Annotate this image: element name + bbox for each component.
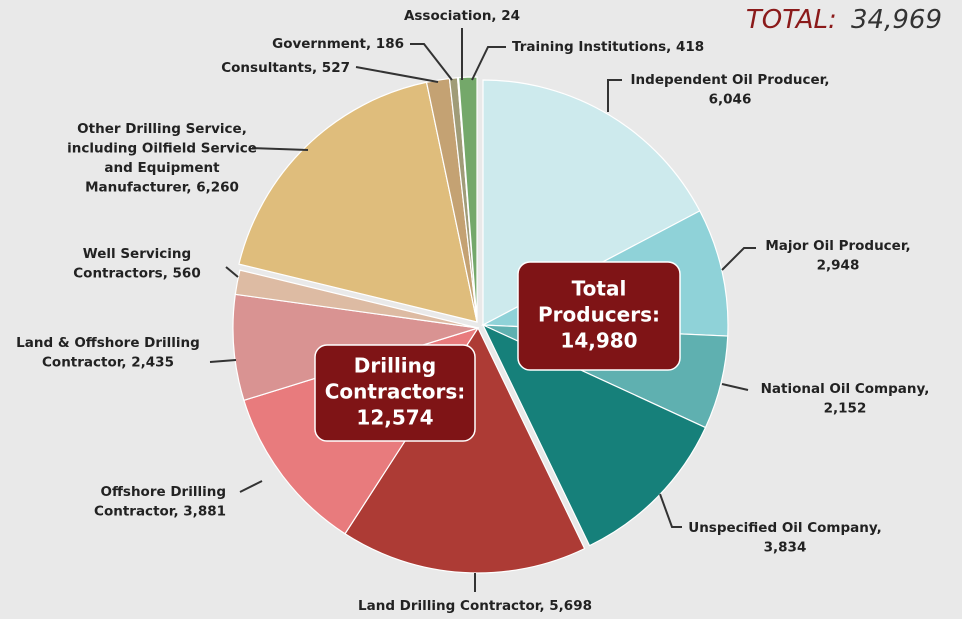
leader-line xyxy=(239,480,263,493)
group-label: Contractors: xyxy=(325,380,466,404)
group-label: Drilling xyxy=(354,354,436,378)
pie-slice xyxy=(344,326,586,574)
group-value: 12,574 xyxy=(356,406,433,430)
pie-slice xyxy=(481,323,707,547)
leader-line xyxy=(410,43,453,81)
slice-label: Contractors, 560 xyxy=(73,266,200,282)
leader-line xyxy=(355,66,439,83)
leader-line xyxy=(471,46,506,81)
group-box xyxy=(314,344,476,442)
leader-line xyxy=(659,493,682,528)
group-label: Producers: xyxy=(538,303,660,327)
total-label: TOTAL: xyxy=(746,5,837,35)
slice-label: Land & Offshore Drilling xyxy=(16,335,200,351)
slice-label: National Oil Company, xyxy=(761,381,930,397)
slice-label: Unspecified Oil Company, xyxy=(688,520,882,536)
slice-label: 2,152 xyxy=(824,401,867,417)
total-value: 34,969 xyxy=(851,5,942,35)
group-label: Total xyxy=(572,277,627,301)
leader-line xyxy=(209,359,237,363)
slice-label: Other Drilling Service, xyxy=(77,121,247,137)
slice-label: Independent Oil Producer, xyxy=(631,72,830,88)
slice-label: and Equipment xyxy=(104,160,220,176)
pie-slice xyxy=(234,269,479,329)
slice-label: Consultants, 527 xyxy=(221,60,350,76)
slice-label: Contractor, 3,881 xyxy=(94,504,226,520)
slice-label: 3,834 xyxy=(764,540,807,556)
group-box xyxy=(517,261,681,371)
slice-label: Government, 186 xyxy=(272,36,404,52)
slice-label: Association, 24 xyxy=(404,8,520,24)
slice-label: Training Institutions, 418 xyxy=(512,39,704,55)
total: TOTAL: 34,969 xyxy=(746,5,942,35)
group-value: 14,980 xyxy=(560,329,637,353)
slice-label: 6,046 xyxy=(709,92,752,108)
leader-line xyxy=(225,266,239,278)
leader-line xyxy=(721,383,749,391)
slice-label: 2,948 xyxy=(817,258,860,274)
slice-label: Major Oil Producer, xyxy=(765,238,910,254)
slice-label: Manufacturer, 6,260 xyxy=(85,180,239,196)
slice-label: Contractor, 2,435 xyxy=(42,355,174,371)
leader-line xyxy=(251,147,309,151)
slice-label: including Oilfield Service xyxy=(67,141,257,157)
pie-slice xyxy=(457,76,478,323)
slice-label: Well Servicing xyxy=(83,246,191,262)
leader-line xyxy=(607,79,622,112)
leader-line xyxy=(721,247,756,271)
pie-slice xyxy=(238,81,478,323)
slice-label: Land Drilling Contractor, 5,698 xyxy=(358,598,592,614)
slice-label: Offshore Drilling xyxy=(101,484,227,500)
